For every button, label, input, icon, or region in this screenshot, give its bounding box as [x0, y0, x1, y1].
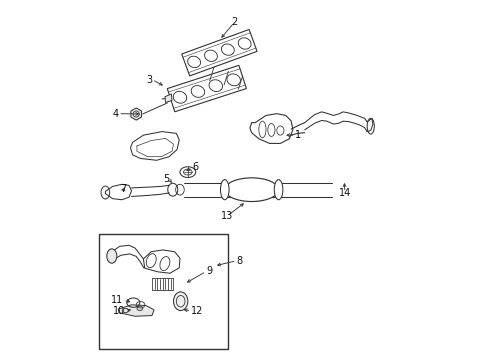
Text: 5: 5 — [163, 174, 169, 184]
Polygon shape — [143, 250, 180, 273]
Text: 13: 13 — [221, 211, 233, 221]
Polygon shape — [118, 305, 154, 316]
Bar — [99, 234, 228, 348]
Polygon shape — [167, 65, 246, 112]
Text: 8: 8 — [236, 256, 242, 266]
Text: 12: 12 — [191, 306, 203, 316]
Polygon shape — [131, 108, 141, 120]
Ellipse shape — [224, 178, 278, 202]
Ellipse shape — [220, 180, 228, 200]
Polygon shape — [130, 132, 179, 160]
Polygon shape — [182, 30, 257, 76]
Polygon shape — [249, 114, 292, 143]
Ellipse shape — [106, 249, 117, 263]
Text: 1: 1 — [295, 130, 301, 140]
Text: 11: 11 — [111, 295, 123, 305]
Ellipse shape — [274, 180, 282, 200]
Text: 6: 6 — [192, 162, 198, 172]
Text: 3: 3 — [145, 75, 152, 85]
Text: 4: 4 — [112, 109, 118, 119]
Polygon shape — [105, 184, 131, 200]
Text: 14: 14 — [338, 188, 350, 198]
Ellipse shape — [173, 292, 187, 311]
Text: 9: 9 — [206, 266, 212, 276]
Text: 7: 7 — [121, 184, 126, 194]
Polygon shape — [164, 94, 172, 103]
Text: 10: 10 — [113, 306, 125, 316]
Text: 2: 2 — [231, 17, 237, 27]
